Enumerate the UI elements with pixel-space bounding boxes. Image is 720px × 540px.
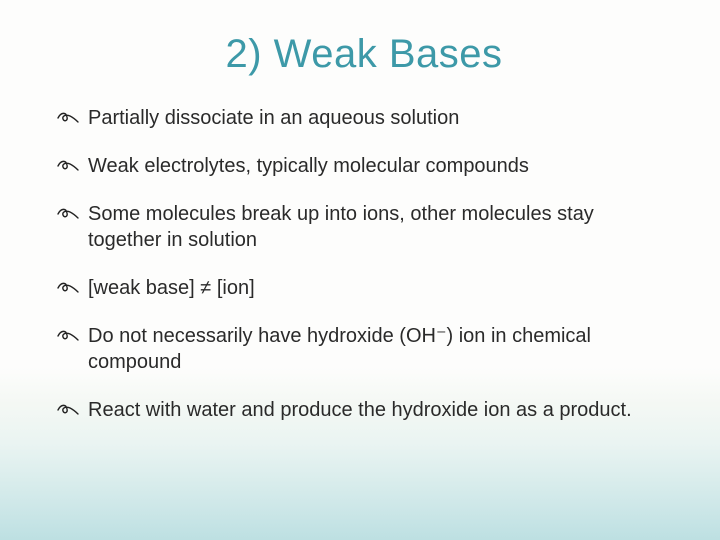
slide: 2) Weak Bases Partially dissociate in an… (0, 0, 720, 540)
bullet-text: React with water and produce the hydroxi… (88, 399, 632, 421)
bullet-text: [weak base] ≠ [ion] (88, 277, 255, 299)
bullet-icon (56, 399, 80, 419)
bullet-icon (56, 107, 80, 127)
bullet-icon (56, 277, 80, 297)
bullet-list: Partially dissociate in an aqueous solut… (56, 105, 672, 423)
bullet-icon (56, 203, 80, 223)
bullet-text: Do not necessarily have hydroxide (OH⁻) … (88, 325, 591, 373)
bullet-text: Some molecules break up into ions, other… (88, 203, 594, 251)
bullet-item: Do not necessarily have hydroxide (OH⁻) … (56, 323, 672, 375)
bullet-icon (56, 325, 80, 345)
bullet-text: Partially dissociate in an aqueous solut… (88, 107, 459, 129)
bullet-item: Partially dissociate in an aqueous solut… (56, 105, 672, 131)
bullet-icon (56, 155, 80, 175)
bullet-item: Weak electrolytes, typically molecular c… (56, 153, 672, 179)
bullet-item: React with water and produce the hydroxi… (56, 397, 672, 423)
bullet-text: Weak electrolytes, typically molecular c… (88, 155, 529, 177)
bullet-item: Some molecules break up into ions, other… (56, 201, 672, 253)
bullet-item: [weak base] ≠ [ion] (56, 275, 672, 301)
slide-title: 2) Weak Bases (56, 32, 672, 77)
